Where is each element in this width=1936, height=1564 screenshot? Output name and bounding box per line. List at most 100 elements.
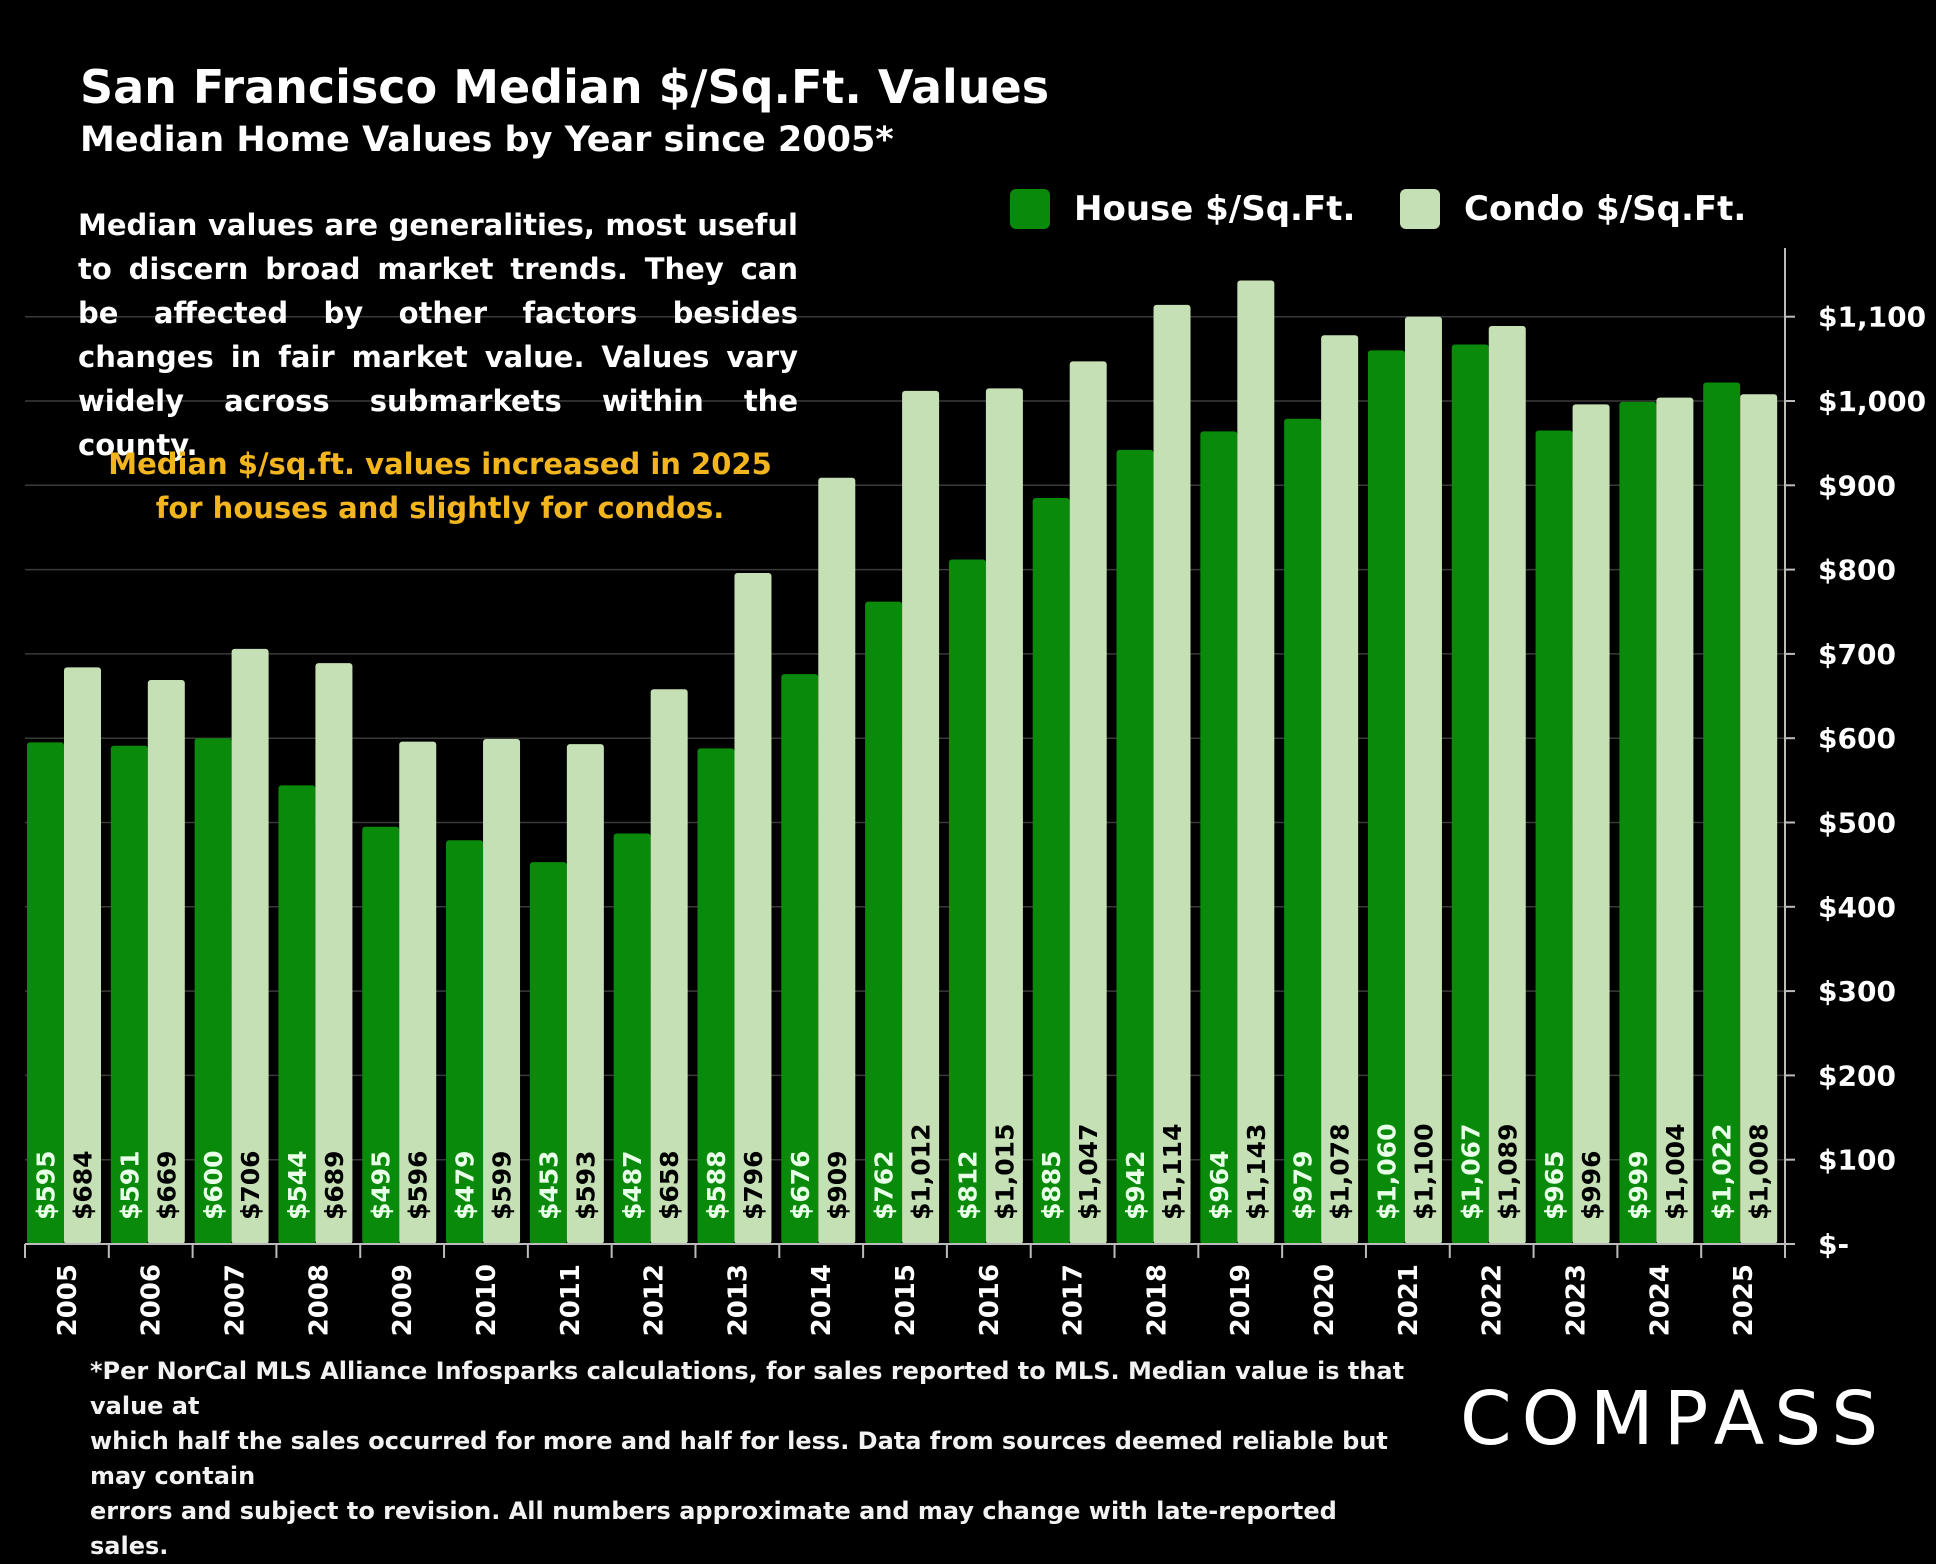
bar-condo xyxy=(1153,304,1191,1244)
bar-condo xyxy=(1404,316,1442,1244)
data-label-house: $1,067 xyxy=(1456,1124,1485,1220)
y-tick-label: $600 xyxy=(1818,722,1896,755)
x-tick-label: 2014 xyxy=(807,1264,837,1336)
bar-house xyxy=(194,738,232,1244)
bar-condo xyxy=(315,663,353,1244)
x-tick-label: 2025 xyxy=(1729,1264,1759,1336)
legend-label-house: House $/Sq.Ft. xyxy=(1074,189,1356,229)
y-tick-label: $100 xyxy=(1818,1144,1896,1177)
data-label-condo: $1,143 xyxy=(1242,1124,1271,1220)
y-tick-label: $800 xyxy=(1818,554,1896,587)
data-label-condo: $593 xyxy=(571,1150,600,1220)
x-tick-label: 2009 xyxy=(388,1264,418,1336)
data-label-condo: $684 xyxy=(69,1150,98,1220)
bar-condo xyxy=(1237,280,1275,1244)
data-label-house: $487 xyxy=(618,1150,647,1220)
data-label-condo: $1,100 xyxy=(1409,1124,1438,1220)
bar-house xyxy=(865,601,903,1244)
data-label-house: $1,022 xyxy=(1708,1124,1737,1220)
bar-condo xyxy=(483,739,521,1244)
y-tick-label: $900 xyxy=(1818,469,1896,502)
data-label-condo: $796 xyxy=(739,1150,768,1220)
x-tick-label: 2023 xyxy=(1561,1264,1591,1336)
axes: $- $100 $200 $300 $400 $500 $600 $700 $800 $900 $1… xyxy=(24,248,1926,1336)
legend-swatch-condo xyxy=(1400,189,1440,229)
x-tick-label: 2012 xyxy=(640,1264,670,1336)
bar-house xyxy=(613,833,651,1244)
data-label-condo: $596 xyxy=(404,1150,433,1220)
bar-condo xyxy=(1488,325,1526,1244)
bar-house xyxy=(1451,344,1489,1244)
x-tick-label: 2008 xyxy=(304,1264,334,1336)
data-label-house: $479 xyxy=(451,1150,480,1220)
bar-house xyxy=(948,559,986,1244)
y-tick-label: $300 xyxy=(1818,975,1896,1008)
bar-house xyxy=(278,785,316,1244)
y-tick-label: $1,100 xyxy=(1818,301,1926,334)
bar-condo xyxy=(1321,335,1359,1245)
data-label-house: $942 xyxy=(1121,1150,1150,1220)
data-label-house: $762 xyxy=(870,1150,899,1220)
x-tick-label: 2007 xyxy=(221,1264,251,1336)
data-label-condo: $1,078 xyxy=(1326,1124,1355,1220)
data-label-condo: $1,012 xyxy=(907,1124,936,1220)
bar-house xyxy=(781,674,819,1244)
data-label-house: $964 xyxy=(1205,1150,1234,1220)
bar-condo xyxy=(902,390,940,1244)
x-tick-label: 2016 xyxy=(975,1264,1005,1336)
highlight-text: Median $/sq.ft. values increased in 2025… xyxy=(100,442,780,530)
chart-title: San Francisco Median $/Sq.Ft. Values xyxy=(80,60,1050,114)
footnote-line-1: *Per NorCal MLS Alliance Infosparks calc… xyxy=(90,1357,1405,1420)
bar-condo xyxy=(399,741,437,1244)
bar-condo xyxy=(566,744,604,1244)
bar-house xyxy=(27,742,64,1244)
highlight-line-1: Median $/sq.ft. values increased in 2025 xyxy=(108,447,772,481)
data-label-house: $885 xyxy=(1037,1150,1066,1220)
legend-item-house: House $/Sq.Ft. xyxy=(1010,186,1355,232)
data-label-condo: $658 xyxy=(655,1150,684,1220)
bar-condo xyxy=(64,667,101,1244)
bar-house xyxy=(1032,497,1070,1244)
x-tick-label: 2022 xyxy=(1478,1264,1508,1336)
bar-condo xyxy=(734,572,772,1244)
data-label-house: $588 xyxy=(702,1150,731,1220)
x-tick-label: 2021 xyxy=(1394,1264,1424,1336)
legend-label-condo: Condo $/Sq.Ft. xyxy=(1464,189,1747,229)
data-label-condo: $669 xyxy=(152,1150,181,1220)
data-label-condo: $909 xyxy=(823,1150,852,1220)
highlight-line-2: for houses and slightly for condos. xyxy=(155,491,725,525)
bar-house xyxy=(697,748,735,1244)
data-label-house: $453 xyxy=(534,1150,563,1220)
x-tick-label: 2015 xyxy=(891,1264,921,1336)
bar-condo xyxy=(1069,361,1107,1244)
data-label-house: $591 xyxy=(115,1150,144,1220)
bar-house xyxy=(446,840,484,1244)
bar-house xyxy=(1200,431,1238,1244)
data-label-condo: $689 xyxy=(320,1150,349,1220)
bar-condo xyxy=(147,680,185,1244)
y-tick-label: $400 xyxy=(1818,891,1896,924)
data-label-house: $544 xyxy=(283,1150,312,1220)
bar-condo xyxy=(1656,397,1694,1244)
bar-house xyxy=(529,862,567,1244)
data-label-condo: $1,089 xyxy=(1493,1124,1522,1220)
x-tick-label: 2018 xyxy=(1142,1264,1172,1336)
data-label-house: $812 xyxy=(953,1150,982,1220)
data-label-house: $600 xyxy=(199,1150,228,1220)
data-label-house: $1,060 xyxy=(1372,1124,1401,1220)
y-tick-label: $- xyxy=(1818,1228,1849,1261)
chart-subtitle: Median Home Values by Year since 2005* xyxy=(80,120,894,160)
compass-logo: COMPASS xyxy=(1460,1376,1889,1462)
x-tick-label: 2024 xyxy=(1645,1264,1675,1336)
footnote: *Per NorCal MLS Alliance Infosparks calc… xyxy=(90,1354,1420,1564)
bar-house xyxy=(1535,430,1573,1244)
footnote-line-3: errors and subject to revision. All numb… xyxy=(90,1497,1337,1560)
x-tick-label: 2013 xyxy=(723,1264,753,1336)
x-tick-label: 2010 xyxy=(472,1264,502,1336)
data-label-house: $676 xyxy=(786,1150,815,1220)
y-tick-label: $700 xyxy=(1818,638,1896,671)
data-label-condo: $1,008 xyxy=(1745,1124,1774,1220)
data-label-condo: $1,114 xyxy=(1158,1124,1187,1220)
bar-house xyxy=(1619,401,1657,1244)
data-label-condo: $599 xyxy=(488,1150,517,1220)
